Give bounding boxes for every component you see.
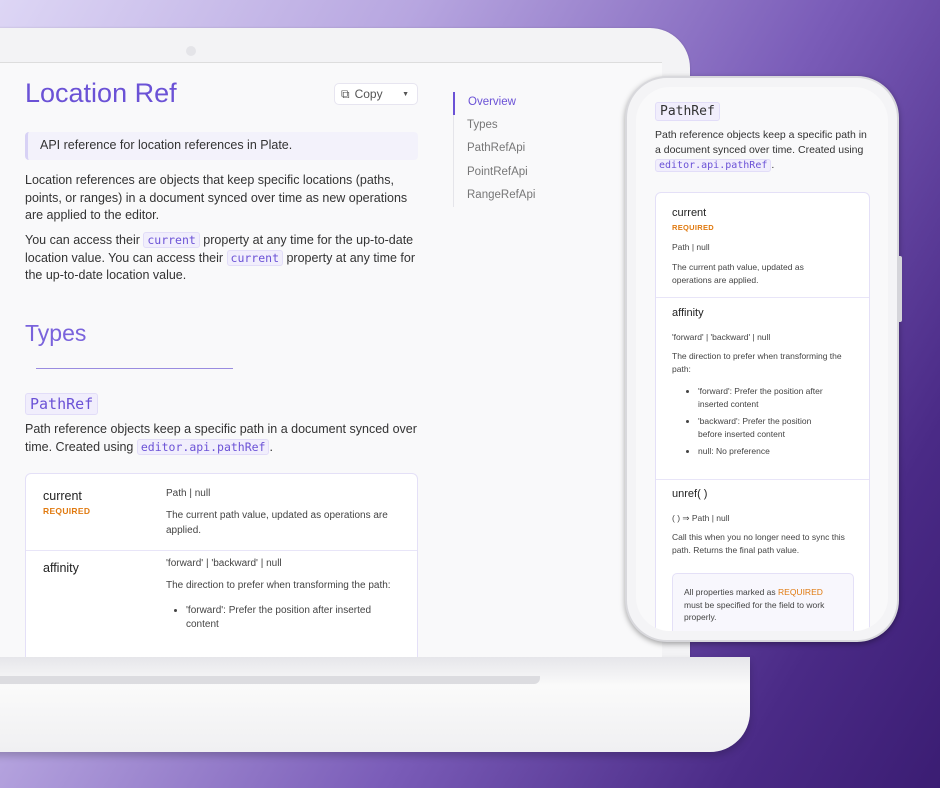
inline-code: editor.api.pathRef — [136, 438, 270, 455]
laptop-base — [0, 657, 750, 752]
phone-side-button — [897, 256, 902, 322]
pathref-heading: PathRef — [25, 393, 99, 415]
prop-desc: The direction to prefer when transformin… — [672, 350, 852, 463]
required-note: All properties marked as REQUIRED must b… — [672, 573, 854, 631]
toc-types[interactable]: Types — [467, 119, 498, 132]
pathref-description: Path reference objects keep a specific p… — [655, 128, 875, 173]
prop-name: unref( ) — [672, 488, 708, 500]
prop-name: current — [672, 207, 707, 219]
prop-type: Path | null — [672, 242, 710, 252]
text: property at any time for the up-to-date … — [25, 233, 414, 265]
description-callout: API reference for location references in… — [25, 132, 418, 160]
phone-screen: PathRef Path reference objects keep a sp… — [636, 87, 888, 631]
option: null: No preference — [698, 445, 837, 458]
required-word: REQUIRED — [778, 587, 823, 597]
copy-button[interactable]: ⧉ Copy ▼ — [334, 83, 418, 105]
prop-desc: Call this when you no longer need to syn… — [672, 532, 845, 555]
pathref-description: Path reference objects keep a specific p… — [25, 421, 420, 456]
option: 'backward': Prefer the position before i… — [698, 415, 837, 440]
prop-desc: The current path value, updated as opera… — [672, 262, 804, 285]
prop-row-unref: unref( ) ( ) ⇒ Path | null Call this whe… — [656, 480, 869, 580]
toc-overview[interactable]: Overview — [453, 92, 535, 116]
prop-type: ( ) ⇒ Path | null — [672, 513, 730, 523]
prop-name: affinity — [672, 307, 704, 319]
props-table: current REQUIRED Path | null The current… — [655, 192, 870, 631]
intro-text: Location references are objects that kee… — [25, 173, 408, 222]
toc-rangerefapi[interactable]: RangeRefApi — [467, 188, 536, 201]
text: Path reference objects keep a specific p… — [655, 129, 867, 156]
prop-row-current: current REQUIRED Path | null The current… — [656, 193, 869, 298]
text: property at any time for the up-to-date … — [25, 250, 416, 283]
desc: The direction to prefer when transformin… — [672, 351, 842, 374]
table-of-contents: Overview Types PathRefApi PointRefApi Ra… — [453, 92, 535, 207]
access-text: You can access their current property at… — [25, 232, 420, 285]
text: You can access their — [25, 233, 144, 247]
laptop-base-lip — [0, 676, 540, 684]
divider — [36, 368, 233, 369]
text: . — [771, 159, 775, 171]
chevron-down-icon[interactable]: ▼ — [402, 90, 409, 98]
inline-code: editor.api.pathRef — [655, 159, 772, 172]
laptop-camera — [186, 46, 196, 56]
copy-label: Copy — [354, 87, 383, 101]
text: Path reference objects keep a specific p… — [25, 422, 417, 454]
option: 'forward': Prefer the position after ins… — [698, 385, 837, 410]
text: All properties marked as — [684, 587, 779, 597]
text: . — [269, 439, 273, 454]
toc-pointrefapi[interactable]: PointRefApi — [467, 165, 528, 178]
copy-icon: ⧉ — [341, 86, 350, 101]
required-badge: REQUIRED — [672, 223, 714, 232]
types-heading: Types — [25, 320, 87, 346]
page-title: Location Ref — [25, 78, 177, 108]
text: must be specified for the field to work … — [684, 599, 825, 623]
inline-code: current — [226, 249, 283, 266]
pathref-heading: PathRef — [655, 102, 720, 121]
prop-row-affinity: affinity 'forward' | 'backward' | null T… — [656, 298, 869, 480]
prop-type: 'forward' | 'backward' | null — [672, 332, 771, 342]
inline-code: current — [143, 232, 200, 248]
toc-pathrefapi[interactable]: PathRefApi — [467, 142, 526, 155]
